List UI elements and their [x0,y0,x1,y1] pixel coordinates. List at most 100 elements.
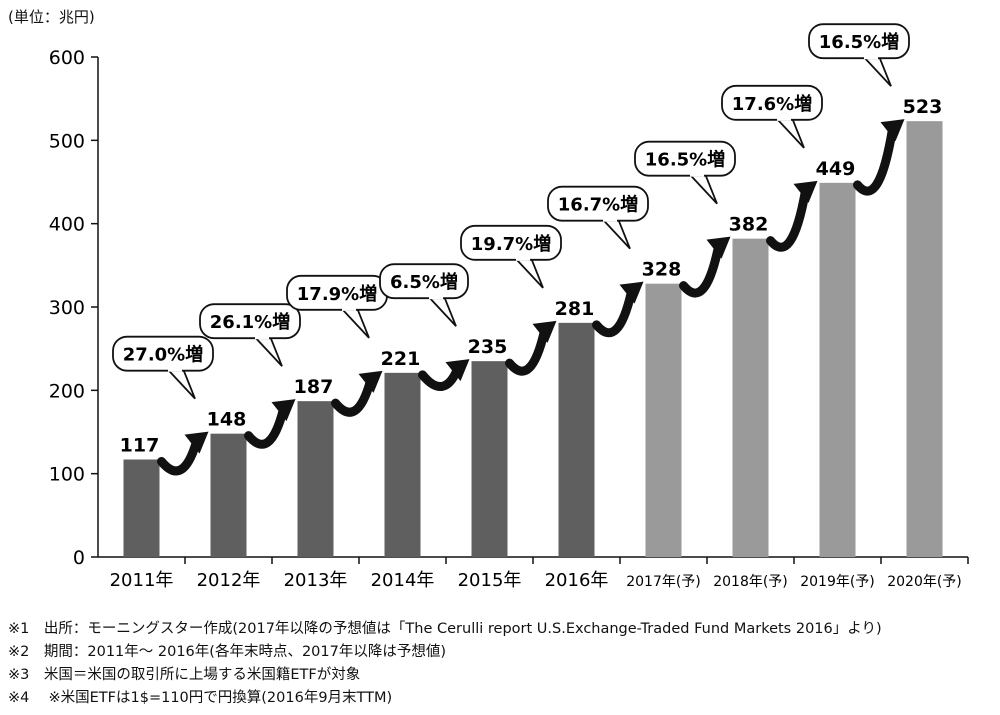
value-labels: 117 148 187 221 235 281 328 382 449 523 [120,96,943,456]
callout-joint [168,367,182,372]
callout-joint [342,306,356,311]
bar [297,401,334,557]
data-label: 449 [816,158,856,180]
growth-callout: 26.1%増 [199,303,301,367]
growth-label: 16.5%増 [645,149,725,171]
arrow-head [880,119,905,142]
bar [819,182,856,558]
callout-bubble [460,224,562,261]
growth-arrow [157,437,201,476]
bar [471,361,508,557]
arrow-head [619,281,644,304]
growth-arrow [331,376,375,417]
bar [210,433,247,557]
growth-arrow [505,326,549,376]
data-label: 281 [555,298,595,320]
bar [906,121,943,558]
callout-tail [688,173,718,205]
x-tick-label: 2014年 [371,570,435,591]
bar [732,238,769,557]
growth-arrow [766,186,810,252]
data-label: 148 [207,409,247,431]
callout-bubble [199,303,301,340]
growth-arrow [679,242,723,298]
y-tick-label: 0 [73,547,85,569]
callout-joint [429,295,443,300]
x-tick-label: 2011年 [110,570,174,591]
callout-tail [427,295,457,327]
growth-label: 16.5%増 [819,31,899,53]
callout-tail [862,55,892,87]
callout-tail [601,218,631,250]
callout-bubble [721,84,823,121]
bar [384,372,421,557]
x-tick-label: 2018年(予) [713,574,788,590]
callout-joint [690,172,704,177]
bars [123,121,943,558]
x-tick-label: 2012年 [197,570,261,591]
footnotes: ※1 出所：モーニングスター作成(2017年以降の予想値は「The Cerull… [8,618,882,710]
footnote-4: ※4 ※米国ETFは1$=110円で円換算(2016年9月末TTM) [8,690,393,706]
callout-bubble [547,185,649,222]
arrow-head [271,399,296,422]
axes: 0 100 200 300 400 500 600 2011年 2012年 2013年 2014年 2… [49,47,969,591]
data-label: 117 [120,435,160,457]
callout-bubble [112,335,214,372]
callout-tail [166,368,196,400]
growth-arrow [592,287,636,338]
arrow-head [445,359,470,382]
growth-label: 6.5%増 [390,271,458,293]
callout-joint [777,116,791,121]
growth-callout: 27.0%増 [112,335,214,400]
arrow-head [358,370,383,393]
callout-bubble [808,23,910,60]
callout-tail [775,117,805,149]
growth-callouts: 27.0%増 26.1%増 17.9%増 6.5%増 19.7%増 16.7%増 16.5%… [112,23,910,400]
data-label: 328 [642,259,682,281]
bar [645,283,682,557]
growth-arrows [157,119,905,476]
x-tick-label: 2019年(予) [800,574,875,590]
footnote-1: ※1 出所：モーニングスター作成(2017年以降の予想値は「The Cerull… [8,621,882,637]
y-tick-label: 200 [49,380,85,402]
callout-joint [864,55,878,60]
data-label: 235 [468,336,508,358]
growth-arrow [853,124,897,196]
bar [558,322,595,557]
growth-callout: 16.7%増 [547,185,649,250]
y-tick-label: 100 [49,464,85,486]
growth-label: 16.7%増 [558,194,638,216]
data-label: 187 [294,376,334,398]
callout-bubble [379,263,469,300]
bar-chart: 0 100 200 300 400 500 600 2011年 2012年 2013年 2014年 2… [49,23,969,591]
growth-callout: 17.6%増 [721,84,823,149]
growth-arrow [244,404,288,449]
growth-label: 17.6%増 [732,93,812,115]
growth-callout: 17.9%増 [286,274,388,339]
callout-joint [603,217,617,222]
arrow-head [532,320,557,343]
callout-tail [340,307,370,339]
callout-joint [516,256,530,261]
growth-label: 27.0%増 [123,344,203,366]
arrow-head [793,180,818,203]
data-label: 221 [381,348,421,370]
x-tick-label: 2017年(予) [626,574,701,590]
callout-joint [255,335,269,340]
x-tick-label: 2013年 [284,570,348,591]
growth-label: 17.9%増 [297,283,377,305]
data-label: 382 [729,214,769,236]
x-tick-label: 2016年 [545,570,609,591]
callout-bubble [634,140,736,177]
growth-callout: 16.5%増 [808,23,910,87]
arrow-head [706,236,731,259]
x-tick-label: 2015年 [458,570,522,591]
footnote-2: ※2 期間：2011年～ 2016年(各年末時点、2017年以降は予想値) [8,644,447,660]
arrow-head [184,431,209,454]
y-tick-label: 300 [49,297,85,319]
callout-tail [253,335,283,367]
callout-tail [514,257,544,289]
footnote-3: ※3 米国＝米国の取引所に上場する米国籍ETFが対象 [8,667,361,683]
y-tick-label: 600 [49,47,85,69]
growth-callout: 19.7%増 [460,224,562,289]
